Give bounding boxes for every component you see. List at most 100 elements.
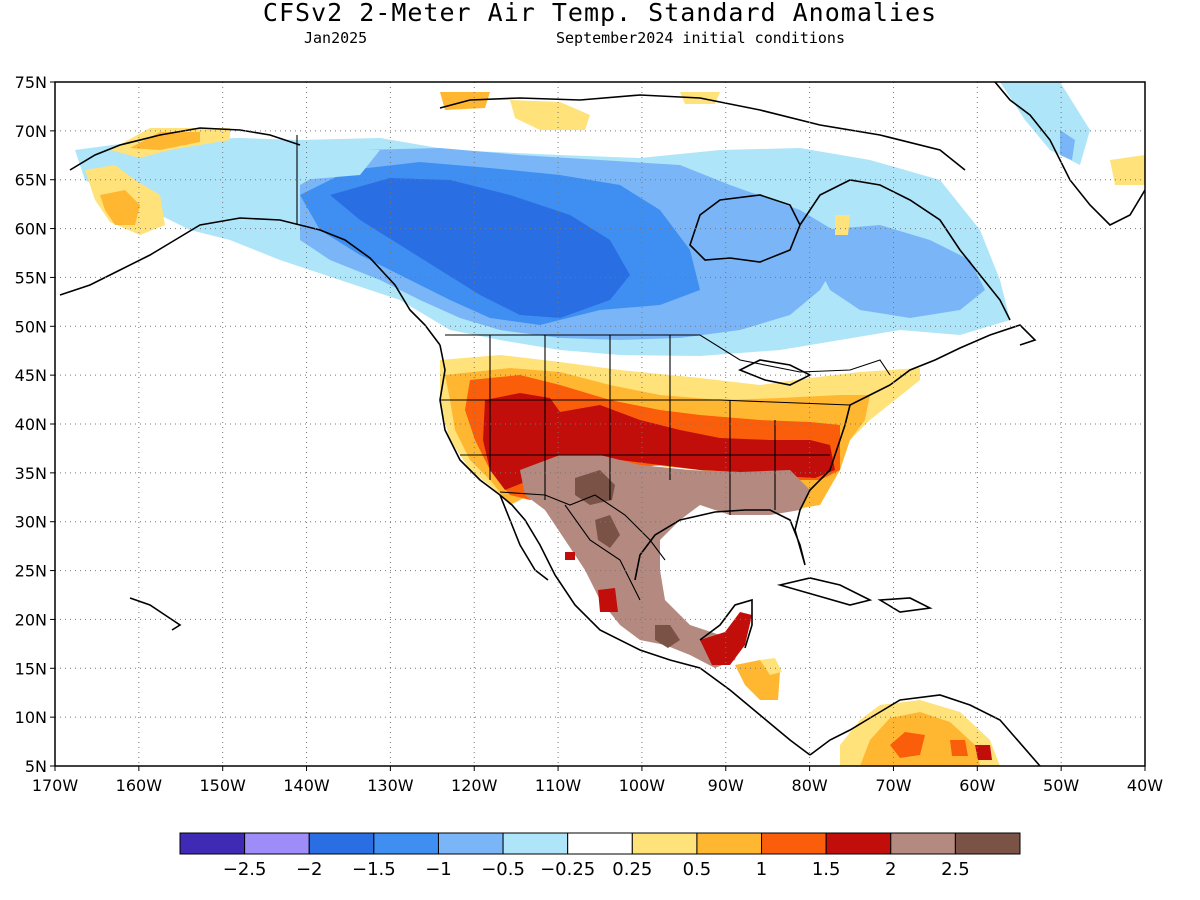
colorbar-swatch — [631, 832, 698, 855]
map-title: CFSv2 2-Meter Air Temp. Standard Anomali… — [262, 0, 938, 27]
strong-warm-dark-brown — [575, 470, 615, 505]
colorbar-swatch — [761, 832, 827, 855]
colorbar-swatch — [179, 832, 246, 855]
colorbar-swatch — [954, 832, 1021, 855]
warm-region-arctic-5 — [835, 215, 850, 235]
lat-label: 15N — [15, 659, 47, 678]
warm-region-alaska-west-orange — [100, 190, 140, 225]
warm-region-sa-dark-orange — [890, 732, 925, 758]
colorbar-swatch — [244, 832, 310, 855]
warm-region-arctic-4 — [1110, 155, 1145, 185]
lon-label: 40W — [1127, 776, 1163, 795]
warm-region-alaska-nw-orange — [130, 132, 200, 150]
lon-label: 140W — [283, 776, 330, 795]
strong-warm-red-guatemala — [700, 612, 752, 665]
colorbar-label: 1 — [756, 859, 767, 880]
colorbar-swatch — [308, 832, 375, 855]
strong-warm-red-dot — [565, 552, 575, 560]
colorbar-swatch — [825, 832, 892, 855]
coastline-east — [844, 324, 1037, 426]
lat-label: 30N — [15, 513, 47, 532]
lon-label: 110W — [535, 776, 582, 795]
warm-anomaly-south-america — [840, 700, 1000, 766]
warm-region-central-america-2 — [760, 658, 782, 675]
lat-label: 75N — [15, 73, 47, 92]
coastline-us-west — [439, 344, 811, 756]
colorbar-swatch — [502, 832, 569, 855]
cold-region-alaska-north — [150, 148, 380, 195]
border-mexico-states — [564, 504, 641, 601]
warm-region-sa-red — [975, 745, 992, 760]
colorbar-label: −2.5 — [223, 859, 267, 880]
lat-label: 45N — [15, 366, 47, 385]
graticule — [55, 82, 1145, 766]
cold-region-dark-blue — [330, 178, 630, 318]
longitude-labels: 170W 160W 150W 140W 130W 120W 110W 100W 90W 80W 70… — [32, 766, 1163, 795]
colorbar-label: −2 — [296, 859, 323, 880]
colorbar-label: 1.5 — [812, 859, 841, 880]
lon-label: 130W — [367, 776, 414, 795]
colorbar-label: −1.5 — [352, 859, 396, 880]
colorbar-label: −0.5 — [481, 859, 525, 880]
lat-label: 25N — [15, 562, 47, 581]
coastline-labrador — [799, 179, 1011, 321]
colorbar-label: 0.5 — [683, 859, 712, 880]
lat-label: 50N — [15, 317, 47, 336]
warm-region-arctic-2 — [510, 100, 590, 130]
strong-warm-light-brown — [520, 455, 810, 668]
lat-label: 10N — [15, 708, 47, 727]
strong-warm-layer — [520, 455, 810, 700]
coastline-cuba — [776, 577, 873, 606]
colorbar-label: 2.5 — [941, 859, 970, 880]
coastline-hispaniola — [877, 597, 933, 613]
lon-label: 80W — [792, 776, 828, 795]
coastline-baja — [499, 494, 549, 581]
colorbar-label: 2 — [885, 859, 896, 880]
strong-warm-red-mexico — [598, 588, 618, 612]
warm-anomaly-north — [85, 92, 1145, 235]
cold-region-greenland-blue — [1060, 130, 1075, 160]
lat-label: 40N — [15, 415, 47, 434]
colorbar-label: −1 — [425, 859, 452, 880]
lat-label: 20N — [15, 610, 47, 629]
colorbar-label: 0.25 — [612, 859, 652, 880]
coastline-arctic-islands — [439, 94, 966, 171]
lat-label: 70N — [15, 122, 47, 141]
cold-anomaly-layer — [75, 82, 1090, 356]
colorbar-swatch — [696, 832, 763, 855]
warm-region-sa-dark-orange-2 — [950, 740, 968, 756]
latitude-labels: 75N 70N 65N 60N 55N 50N 45N 40N 35N 30N 25N 20N 15N 1… — [15, 73, 55, 776]
lon-label: 50W — [1043, 776, 1079, 795]
border-states-5 — [440, 399, 851, 406]
map-content — [59, 82, 1145, 766]
lon-label: 120W — [451, 776, 498, 795]
forecast-month: Jan2025 — [304, 29, 368, 47]
colorbar-swatch — [437, 832, 504, 855]
colorbar-swatch — [373, 832, 439, 855]
lat-label: 60N — [15, 220, 47, 239]
lat-label: 35N — [15, 464, 47, 483]
coastline-alaska — [59, 217, 441, 346]
lon-label: 60W — [959, 776, 995, 795]
lon-label: 150W — [200, 776, 247, 795]
colorbar-swatch — [890, 832, 956, 855]
lat-label: 55N — [15, 268, 47, 287]
lon-label: 90W — [708, 776, 744, 795]
colorbar-swatch — [567, 832, 633, 855]
coastline-alaska-north — [69, 127, 301, 171]
colorbar — [179, 832, 1021, 855]
coastline-gulf — [634, 424, 846, 581]
coastline-south-america — [809, 694, 1041, 766]
lat-label: 65N — [15, 171, 47, 190]
lat-label: 5N — [25, 757, 47, 776]
lon-label: 100W — [619, 776, 666, 795]
colorbar-labels: −2.5 −2 −1.5 −1 −0.5 −0.25 0.25 0.5 1 1.5 2 2.5 — [223, 859, 970, 880]
coastlines — [59, 82, 1145, 766]
strong-warm-dark-brown-3 — [655, 625, 680, 648]
lon-label: 160W — [116, 776, 163, 795]
cold-region-greenland — [1000, 82, 1090, 165]
cold-region-east-canada — [815, 225, 985, 318]
coastline-hawaii — [129, 597, 182, 631]
border-us-canada — [445, 334, 891, 376]
